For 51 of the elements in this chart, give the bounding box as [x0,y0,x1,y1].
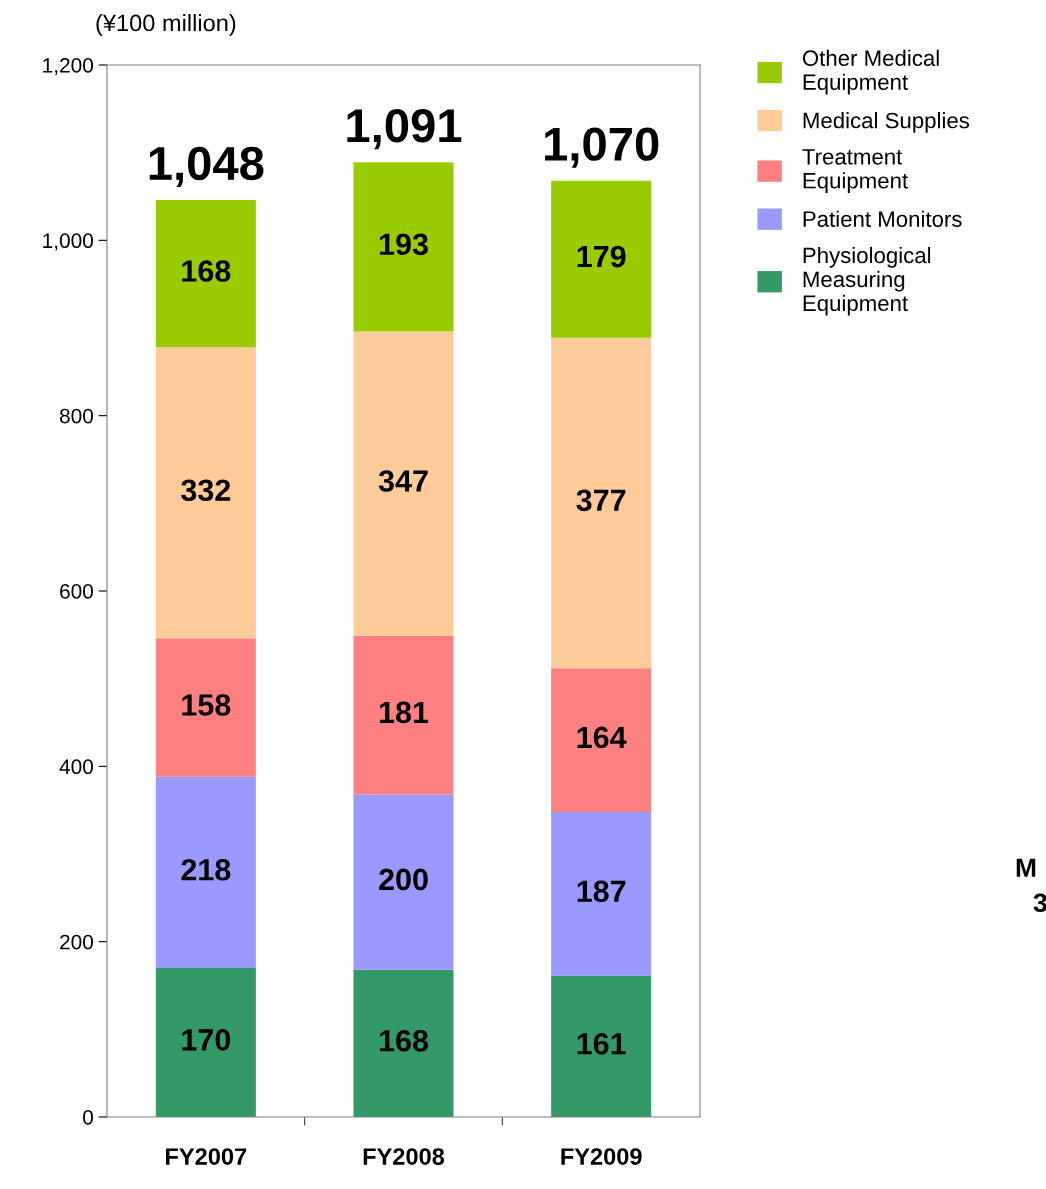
data-label: 168 [182,260,231,282]
y-tick-label: 0 [83,1110,93,1125]
y-tick-label: 800 [59,408,93,424]
data-label: 170 [182,1029,231,1051]
total-label: 1,070 [545,127,659,168]
legend-label: Medical Supplies [803,112,970,133]
bar [155,347,256,639]
data-label: 181 [379,701,429,724]
y-tick-label: 1,000 [43,233,93,251]
y-tick-label: 400 [59,759,93,775]
text: 3 [1033,893,1046,913]
total-label: 1,048 [149,146,264,187]
bar [353,794,454,970]
legend-label: Other Medical Equipment [802,49,939,95]
x-tick-label: FY2009 [561,1148,642,1165]
bar [353,162,454,332]
bar [551,975,652,1117]
bar [155,967,256,1117]
data-label: 200 [379,868,428,891]
bar [551,180,652,338]
y-tick-label: 200 [60,934,93,950]
data-label: 218 [181,858,231,881]
y-tick-label: 600 [60,584,93,599]
data-label: 161 [577,1032,626,1055]
data-label: 179 [577,245,626,268]
x-tick-label: FY2008 [363,1148,445,1165]
legend-label: Patient Monitors [803,210,962,227]
y-tick-label: 1,200 [43,58,93,76]
bar [155,638,256,777]
y-axis-title: (¥100 million) [96,14,236,36]
bar [551,668,652,812]
bar [353,331,454,636]
bar [155,776,256,968]
text: M [1016,858,1036,877]
data-label: 347 [378,470,428,492]
bar [353,635,454,795]
data-label: 168 [379,1029,429,1052]
bar [551,811,652,976]
total-label: 1,091 [347,109,462,150]
bar [353,969,454,1117]
data-label: 158 [182,694,231,716]
data-label: 164 [577,726,627,749]
data-label: 377 [576,489,626,512]
bar [551,337,652,669]
data-label: 332 [181,479,231,502]
data-label: 193 [379,233,428,256]
legend-label: Physiological Measuring Equipment [803,246,931,316]
legend-label: Treatment Equipment [802,149,908,193]
x-tick-label: FY2007 [166,1148,247,1165]
bar [155,200,256,348]
data-label: 187 [577,880,626,903]
